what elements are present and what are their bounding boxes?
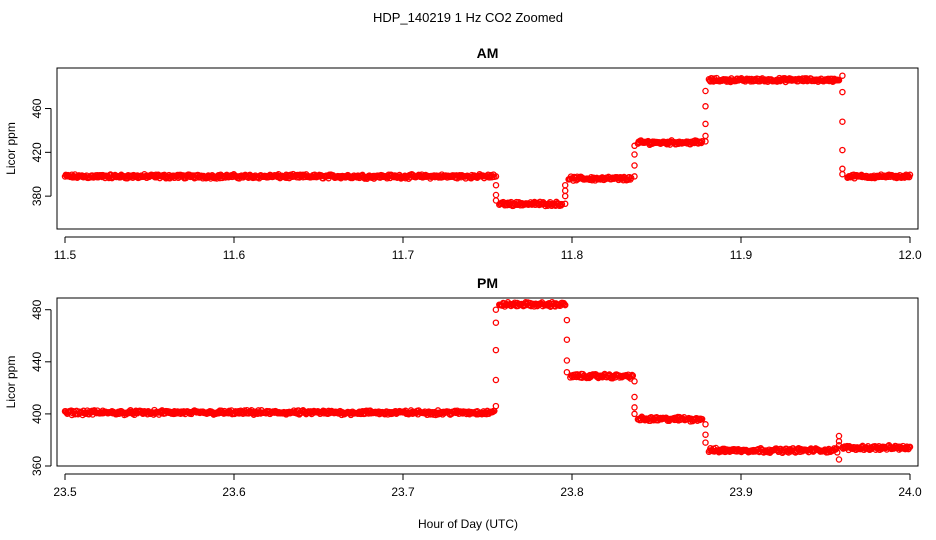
transition-point: [492, 306, 500, 313]
y-tick-label: 460: [30, 98, 44, 118]
transition-point: [561, 192, 569, 200]
y-tick-label: 380: [30, 186, 44, 206]
y-axis: 360 400 440 480: [30, 299, 52, 476]
figure-title: HDP_140219 1 Hz CO2 Zoomed: [373, 10, 563, 25]
data-point: [835, 76, 843, 84]
transition-point: [631, 151, 638, 158]
transition-point: [492, 346, 500, 354]
y-tick-label: 440: [30, 351, 44, 371]
transition-point: [702, 103, 709, 110]
y-tick-label: 480: [30, 299, 44, 319]
chart-panel-pm: PM 23.5 23.6 23.7 23.8 23.9 24.0 360 400 440 480 Li…: [4, 275, 922, 499]
x-tick-label: 23.5: [53, 485, 77, 499]
y-axis-label: Licor ppm: [4, 356, 18, 409]
data-point: [629, 372, 637, 379]
x-tick-label: 11.9: [730, 248, 753, 262]
y-tick-label: 420: [30, 142, 44, 162]
transition-point: [631, 393, 638, 401]
transition-point: [631, 410, 638, 418]
transition-point: [839, 170, 846, 178]
transition-point: [839, 118, 846, 125]
transition-point: [702, 431, 709, 438]
transition-point: [631, 378, 638, 385]
transition-point: [835, 438, 843, 445]
transition-point: [839, 165, 846, 173]
transition-point: [631, 404, 638, 411]
transition-point: [702, 120, 709, 128]
transition-point: [835, 432, 843, 440]
transition-point: [492, 376, 500, 384]
x-tick-label: 23.7: [391, 485, 415, 499]
transition-point: [835, 456, 843, 463]
transition-point: [492, 181, 500, 189]
transition-point: [631, 162, 638, 169]
plot-frame: [56, 297, 919, 467]
transition-point: [563, 316, 571, 324]
data-point: [558, 200, 566, 208]
transition-point: [492, 402, 500, 410]
x-axis: 11.5 11.6 11.7 11.8 11.9 12.0: [54, 236, 922, 262]
chart-panel-am: AM 11.5 11.6 11.7 11.8 11.9 12.0 380 420 460 Licor…: [4, 45, 922, 262]
x-tick-label: 11.7: [392, 248, 415, 262]
transition-point: [492, 173, 500, 180]
y-axis-label: Licor ppm: [4, 122, 18, 175]
y-tick-label: 400: [30, 404, 44, 424]
panel-title: AM: [477, 45, 499, 61]
data-point: [561, 301, 569, 309]
transition-point: [561, 200, 569, 208]
transition-point: [561, 187, 569, 194]
x-axis: 23.5 23.6 23.7 23.8 23.9 24.0: [53, 473, 922, 499]
transition-point: [631, 142, 638, 150]
transition-point: [702, 132, 709, 140]
data-point: [906, 443, 914, 451]
x-tick-label: 12.0: [898, 248, 922, 262]
plot-frame: [56, 67, 919, 230]
x-tick-label: 11.5: [54, 248, 77, 262]
x-tick-label: 23.8: [560, 485, 584, 499]
data-point: [906, 171, 914, 179]
x-axis-label: Hour of Day (UTC): [418, 517, 518, 531]
data-point: [698, 415, 706, 423]
transition-point: [492, 197, 500, 204]
x-tick-label: 11.6: [223, 248, 246, 262]
x-tick-label: 23.9: [729, 485, 753, 499]
transition-point: [561, 181, 569, 189]
transition-point: [839, 88, 846, 96]
transition-point: [835, 441, 843, 449]
data-points: [61, 298, 914, 463]
transition-point: [702, 439, 709, 446]
data-point: [834, 449, 841, 456]
data-point: [627, 174, 635, 182]
y-tick-label: 360: [30, 456, 44, 476]
x-tick-label: 11.8: [561, 248, 584, 262]
data-points: [61, 72, 914, 210]
transition-point: [631, 173, 638, 180]
panel-title: PM: [477, 275, 498, 291]
transition-point: [839, 72, 846, 79]
data-point: [832, 446, 840, 453]
transition-point: [702, 87, 709, 95]
transition-point: [702, 421, 709, 428]
transition-point: [563, 336, 571, 343]
x-tick-label: 24.0: [898, 485, 922, 499]
data-point: [698, 138, 706, 145]
transition-point: [563, 368, 571, 376]
transition-point: [563, 357, 571, 364]
transition-point: [492, 191, 500, 199]
y-axis: 380 420 460: [30, 98, 52, 206]
transition-point: [492, 319, 500, 326]
transition-point: [839, 146, 846, 154]
x-tick-label: 23.6: [222, 485, 246, 499]
